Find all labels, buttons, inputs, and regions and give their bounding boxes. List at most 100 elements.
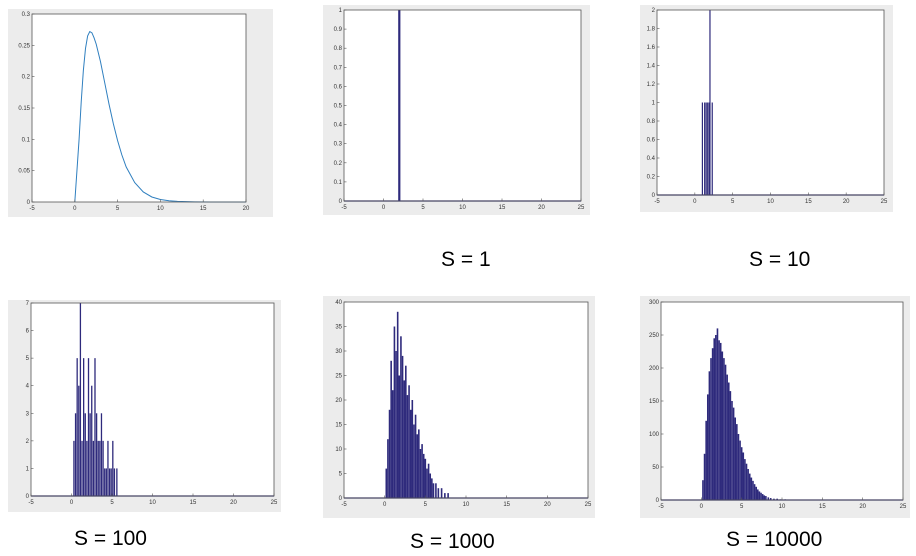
x-tick-label: 20 (859, 504, 866, 510)
histogram-bar (752, 480, 754, 500)
x-tick-label: 10 (459, 205, 466, 211)
y-tick-label: 250 (649, 333, 660, 339)
histogram-bar (767, 497, 770, 500)
histogram-bar (108, 468, 111, 496)
y-tick-label: 1 (339, 8, 343, 14)
y-tick-label: 0.25 (18, 43, 30, 49)
y-tick-label: 30 (335, 349, 342, 355)
y-tick-label: 2 (26, 439, 30, 445)
histogram-bar (83, 358, 85, 496)
y-tick-label: 50 (652, 465, 659, 471)
histogram-bar (416, 434, 418, 498)
y-tick-label: 300 (649, 300, 660, 306)
y-tick-label: 0.2 (334, 161, 343, 167)
histogram-bar (418, 429, 420, 498)
x-tick-label: 25 (900, 504, 907, 510)
histogram-bar (87, 358, 90, 496)
histogram-bar (401, 355, 404, 498)
x-tick-label: 15 (200, 206, 207, 212)
x-tick-label: -5 (654, 199, 660, 205)
y-tick-label: 0.1 (334, 180, 343, 186)
x-tick-label: 5 (421, 205, 425, 211)
chart-s1-svg: -5 0 5 10 15 20 2500.10.20.30.40.50.60.70.80.9… (334, 8, 585, 211)
x-tick-label: 20 (230, 500, 237, 506)
y-tick-label: 100 (649, 432, 660, 438)
x-tick-label: 10 (149, 500, 156, 506)
histogram-bar (89, 413, 91, 496)
histogram-bar (711, 102, 713, 195)
histogram-bar (729, 391, 732, 500)
histogram-bar (709, 10, 711, 195)
histogram-bar (706, 394, 709, 500)
histogram-bar (755, 486, 757, 500)
histogram-bar (95, 413, 98, 496)
histogram-bar (748, 473, 751, 500)
histogram-bar (413, 424, 415, 498)
histogram-bar (79, 303, 82, 496)
histogram-bar (421, 444, 423, 498)
y-tick-label: 200 (649, 366, 660, 372)
x-tick-label: 0 (382, 205, 386, 211)
histogram-bar (760, 492, 762, 500)
plot-area (344, 10, 581, 201)
histogram-bar (747, 468, 749, 500)
histogram-bar (395, 351, 397, 498)
histogram-bar (740, 447, 743, 500)
x-tick-label: 15 (805, 199, 812, 205)
histogram-bar (705, 420, 707, 500)
x-tick-label: 20 (538, 205, 545, 211)
x-tick-label: 25 (881, 199, 888, 205)
y-tick-label: 6 (26, 329, 30, 335)
histogram-bar (723, 358, 725, 500)
histogram-bar (409, 409, 412, 498)
x-tick-label: 20 (243, 206, 250, 212)
histogram-bar (769, 498, 772, 500)
histogram-bar (744, 459, 746, 500)
histogram-bar (721, 351, 724, 500)
histogram-bar (406, 395, 409, 498)
histogram-bar (432, 483, 435, 498)
histogram-bar (716, 328, 719, 500)
x-tick-label: -5 (29, 206, 35, 212)
x-tick-label: 25 (585, 502, 592, 508)
plot-area (32, 14, 246, 202)
label-s10: S = 10 (749, 248, 811, 271)
y-tick-label: 0.3 (334, 142, 343, 148)
histogram-bar (736, 424, 738, 500)
y-tick-label: 5 (339, 472, 343, 478)
histogram-bar (104, 468, 106, 496)
histogram-bar (73, 440, 75, 496)
histogram-bar (713, 338, 716, 500)
y-tick-label: 1.2 (647, 82, 656, 88)
histogram-bar (422, 453, 425, 498)
histogram-bar (110, 468, 112, 496)
histogram-bar (429, 473, 432, 498)
y-tick-label: 5 (26, 356, 30, 362)
histogram-bar (447, 493, 449, 498)
histogram-bar (419, 449, 422, 498)
histogram-bar (444, 493, 446, 498)
x-tick-label: 15 (499, 205, 506, 211)
x-tick-label: 5 (740, 504, 744, 510)
y-tick-label: 4 (26, 384, 30, 390)
histogram-bar (392, 390, 394, 498)
y-tick-label: 1.4 (647, 64, 656, 70)
histogram-bar (408, 385, 410, 498)
label-s1000: S = 1000 (410, 530, 495, 553)
histogram-bar (398, 10, 401, 201)
histogram-bar (105, 468, 107, 496)
histogram-bar (703, 453, 706, 500)
label-s1: S = 1 (441, 248, 491, 271)
y-tick-label: 7 (26, 301, 30, 307)
chart-panel-s1: -5 0 5 10 15 20 25 0 0.1 0.2 0.3 0.4 0.5 0.6 0.7 0.8 0.9… (323, 5, 590, 215)
y-tick-label: 20 (335, 398, 342, 404)
histogram-bar (724, 364, 727, 500)
histogram-bar (92, 440, 95, 496)
y-tick-label: 0.1 (22, 137, 31, 143)
y-tick-label: 3 (26, 411, 30, 417)
y-tick-label: 0 (339, 496, 343, 502)
chart-panel-s100: -5 0 5 10 15 20 25 0 1 2 3 4 5 6 7 (8, 300, 281, 512)
